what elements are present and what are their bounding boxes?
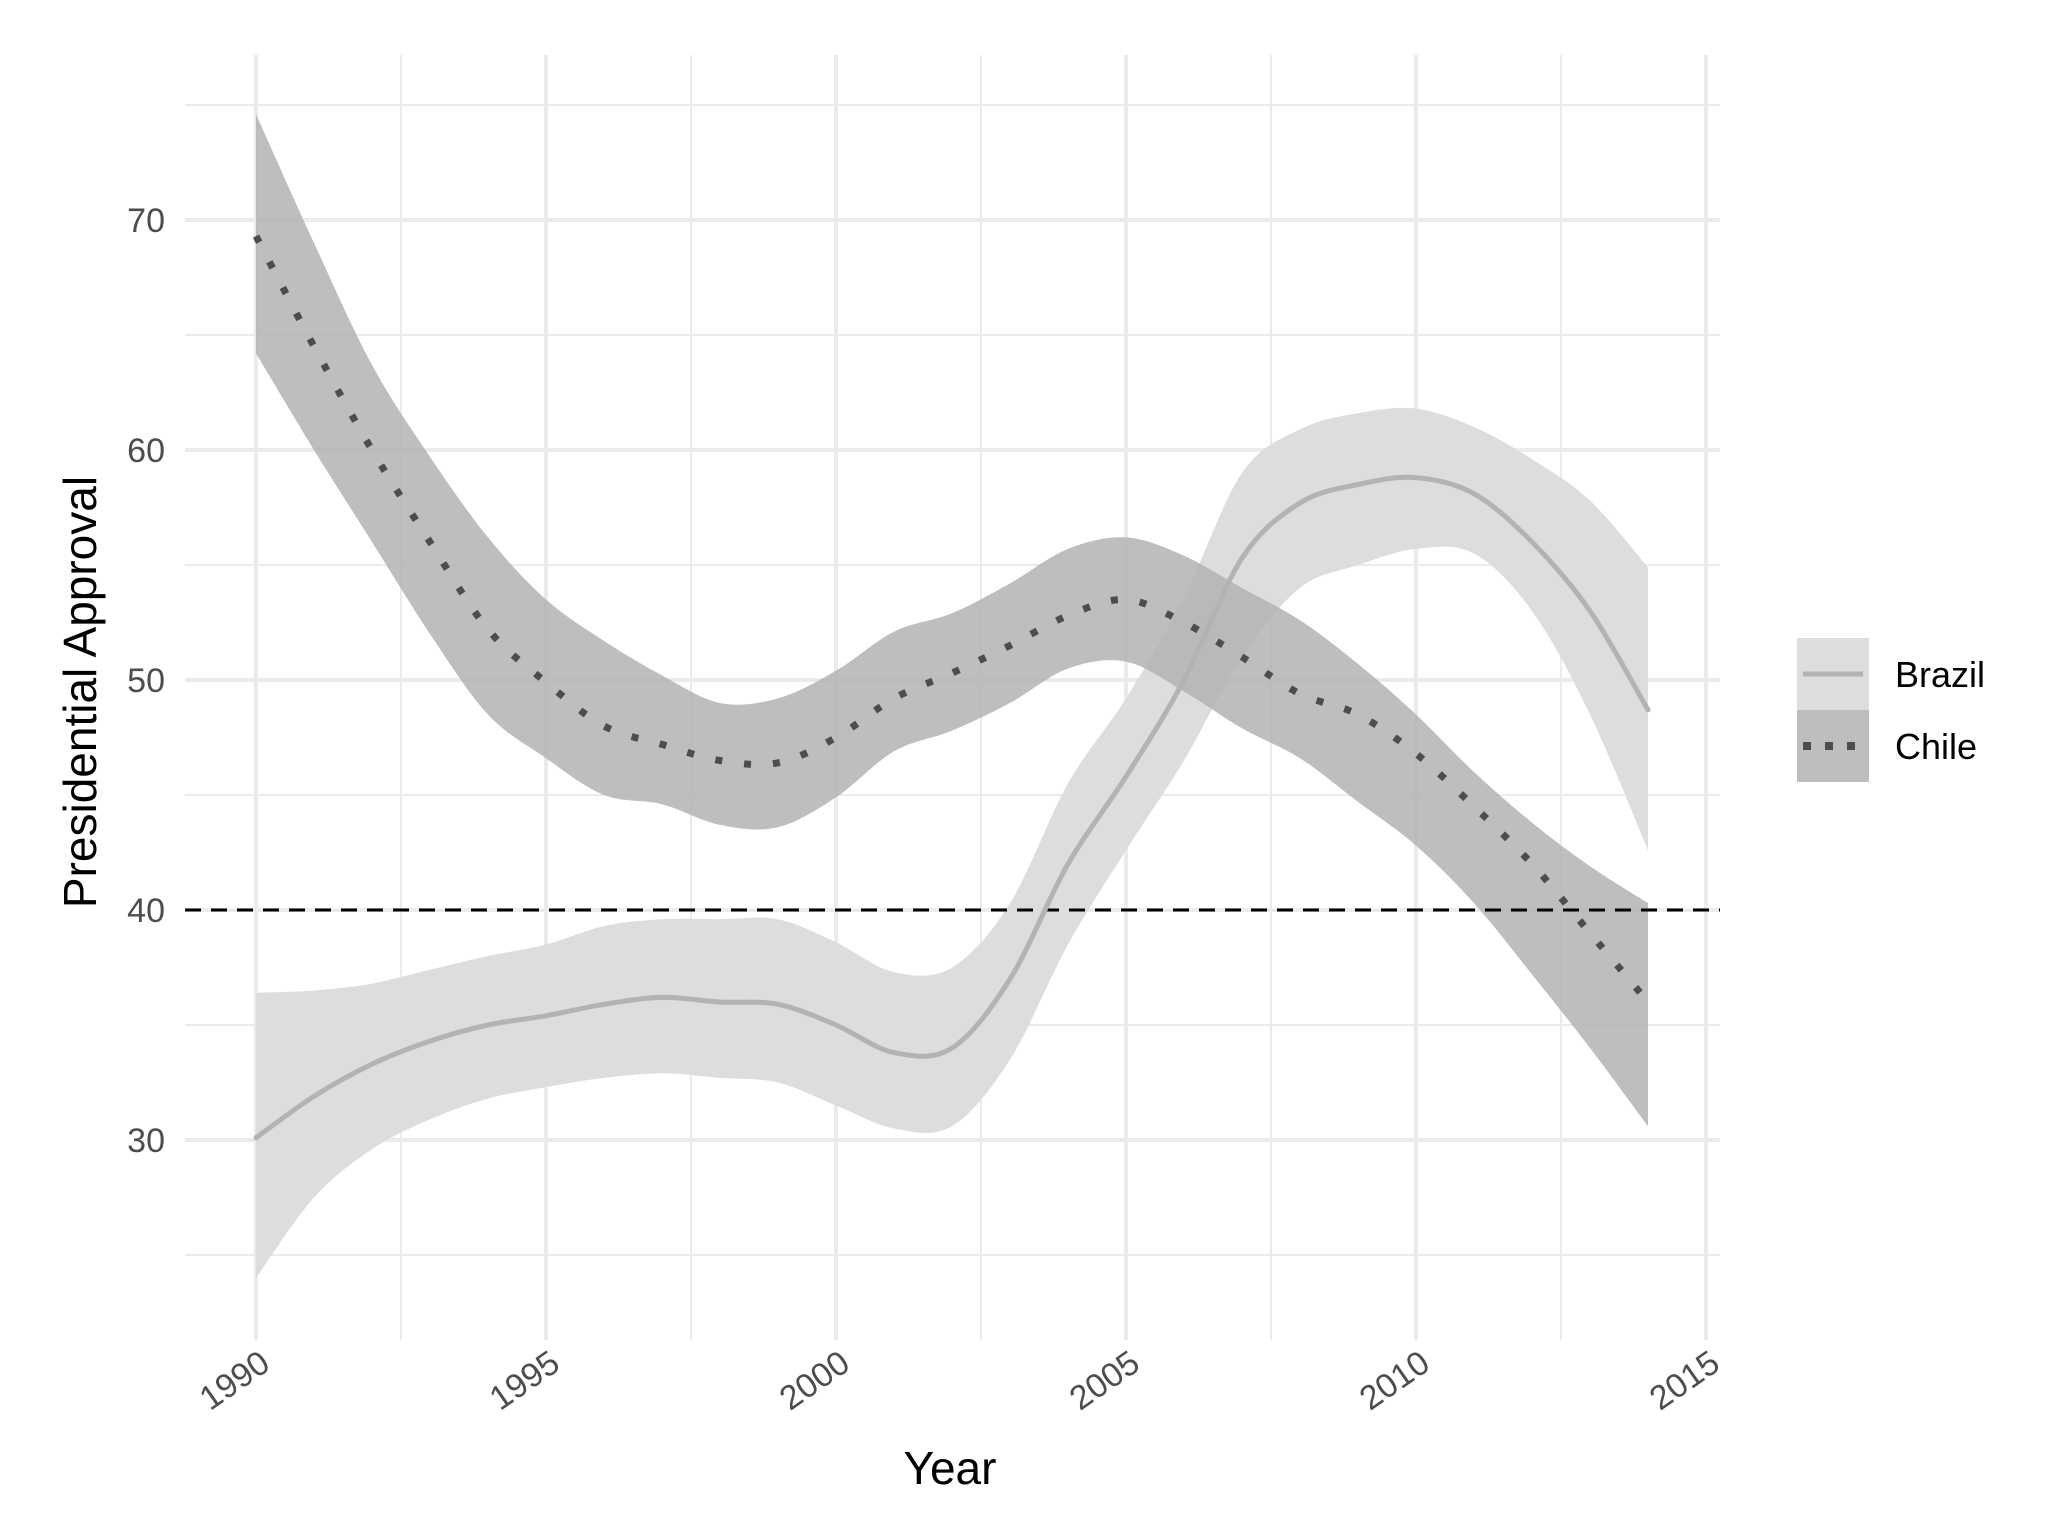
y-tick-label: 30 <box>127 1122 165 1160</box>
y-tick-label: 50 <box>127 662 165 700</box>
x-tick-label: 1990 <box>193 1343 277 1418</box>
legend-label-chile: Chile <box>1895 726 1977 767</box>
x-tick-label: 1995 <box>483 1343 567 1418</box>
y-axis-title: Presidential Approval <box>54 476 106 908</box>
confidence-ribbons <box>256 114 1648 1278</box>
x-axis-ticks: 1990 1995 2000 2005 2010 2015 <box>193 1343 1727 1418</box>
series-lines <box>252 234 1651 1141</box>
y-tick-label: 40 <box>127 892 165 930</box>
ribbon-brazil <box>256 407 1648 1278</box>
legend-label-brazil: Brazil <box>1895 654 1985 695</box>
x-tick-label: 2005 <box>1063 1343 1147 1418</box>
x-tick-label: 2010 <box>1353 1343 1437 1418</box>
x-axis-title: Year <box>904 1442 997 1494</box>
x-tick-label: 2000 <box>773 1343 857 1418</box>
y-tick-label: 60 <box>127 432 165 470</box>
legend: Brazil Chile <box>1797 638 1985 782</box>
x-tick-label: 2015 <box>1643 1343 1727 1418</box>
y-tick-label: 70 <box>127 202 165 240</box>
line-brazil <box>253 474 1651 1141</box>
ribbon-chile <box>256 114 1648 1127</box>
y-axis-ticks: 30 40 50 60 70 <box>127 202 165 1160</box>
